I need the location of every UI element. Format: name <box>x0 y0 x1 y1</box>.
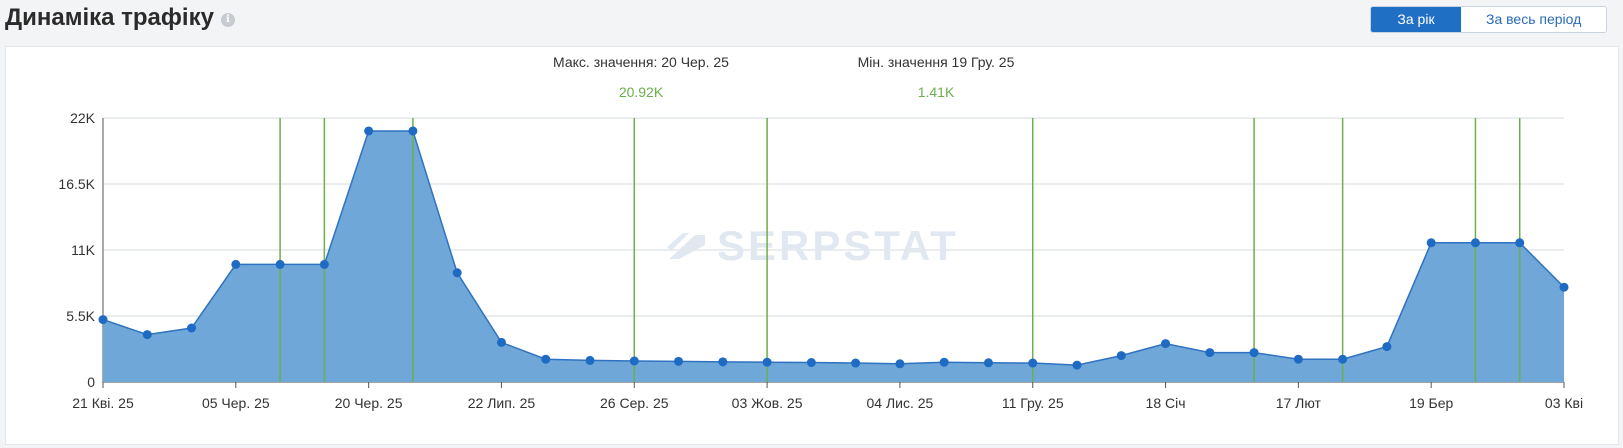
data-point <box>1515 238 1525 248</box>
data-point <box>408 126 418 136</box>
min-label: Мін. значення 19 Гру. 25 <box>857 54 1015 70</box>
data-point <box>275 259 285 269</box>
data-point <box>1028 358 1038 368</box>
x-tick-label: 05 Чер. 25 <box>202 395 270 411</box>
data-point <box>541 354 551 364</box>
data-point <box>718 357 728 367</box>
tab-year[interactable]: За рік <box>1371 7 1461 32</box>
x-tick-label: 03 Кві <box>1545 395 1583 411</box>
data-point <box>983 358 993 368</box>
watermark-text: SERPSTAT <box>717 222 959 269</box>
data-point <box>452 268 462 278</box>
data-point <box>1559 282 1569 292</box>
period-toggle: За рік За весь період <box>1370 6 1608 33</box>
data-point <box>1382 342 1392 352</box>
data-point <box>496 337 506 347</box>
info-icon[interactable]: i <box>220 12 235 27</box>
y-tick-label: 5.5K <box>66 308 95 324</box>
x-tick-label: 04 Лис. 25 <box>866 395 933 411</box>
x-tick-label: 22 Лип. 25 <box>468 395 536 411</box>
data-point <box>895 359 905 369</box>
data-point <box>1161 339 1171 349</box>
data-point <box>762 357 772 367</box>
y-tick-label: 16.5K <box>58 176 95 192</box>
max-stat: Макс. значення: 20 Чер. 25 20.92K <box>546 54 736 100</box>
data-point <box>1249 348 1259 358</box>
data-point <box>585 355 595 365</box>
y-tick-label: 0 <box>87 374 95 390</box>
data-point <box>364 126 374 136</box>
serpstat-logo-icon <box>667 233 705 259</box>
tab-all-period[interactable]: За весь період <box>1461 7 1607 32</box>
data-point <box>851 358 861 368</box>
x-tick-label: 26 Сер. 25 <box>600 395 669 411</box>
max-value: 20.92K <box>618 84 664 100</box>
series-line <box>102 130 1565 366</box>
y-tick-label: 22K <box>70 110 96 126</box>
data-point <box>1470 238 1480 248</box>
x-tick-label: 21 Кві. 25 <box>72 395 134 411</box>
data-point <box>231 259 241 269</box>
data-point <box>187 323 197 333</box>
max-label: Макс. значення: 20 Чер. 25 <box>553 54 729 70</box>
data-point <box>806 358 816 368</box>
data-point <box>1338 354 1348 364</box>
min-value: 1.41K <box>917 84 955 100</box>
x-tick-label: 17 Лют <box>1276 395 1322 411</box>
page-title: Динаміка трафіку i <box>5 4 235 32</box>
data-point <box>629 356 639 366</box>
min-stat: Мін. значення 19 Гру. 25 1.41K <box>851 54 1021 100</box>
x-tick-label: 03 Жов. 25 <box>732 395 803 411</box>
data-point <box>1205 348 1215 358</box>
x-tick-label: 19 Бер <box>1409 395 1453 411</box>
data-point <box>1072 360 1082 370</box>
data-point <box>1426 238 1436 248</box>
x-tick-label: 18 Січ <box>1146 395 1186 411</box>
y-tick-label: 11K <box>71 242 96 258</box>
data-point <box>1116 351 1126 361</box>
x-tick-label: 11 Гру. 25 <box>1002 395 1064 411</box>
data-point <box>939 357 949 367</box>
page-title-text: Динаміка трафіку <box>5 4 214 31</box>
data-point <box>98 315 108 325</box>
series-area <box>103 130 1564 382</box>
watermark: SERPSTAT <box>665 222 959 270</box>
data-point <box>1293 354 1303 364</box>
data-point <box>674 356 684 366</box>
data-point <box>142 330 152 340</box>
data-point <box>319 259 329 269</box>
x-tick-label: 20 Чер. 25 <box>335 395 403 411</box>
